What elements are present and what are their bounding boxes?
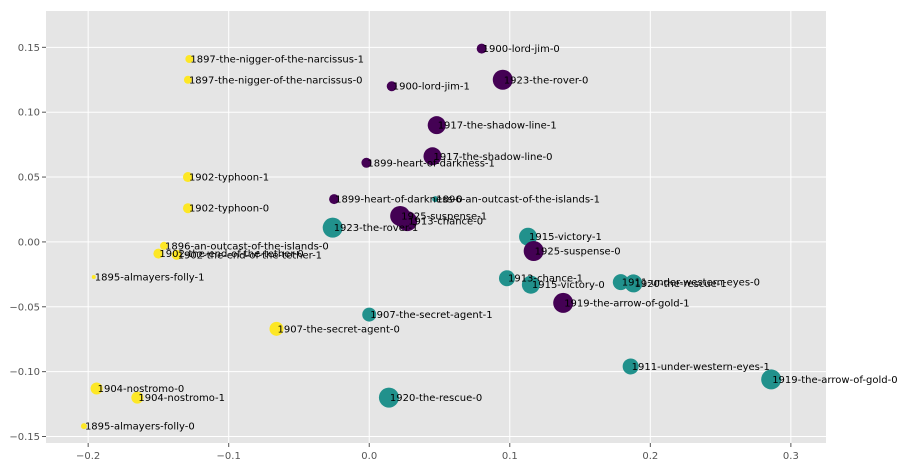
point-label: 1904-nostromo-0 xyxy=(98,384,185,395)
y-tick-label: −0.10 xyxy=(9,367,40,378)
x-axis-ticks: −0.2 −0.1 0.0 0.1 0.2 0.3 xyxy=(76,443,799,462)
point-label: 1919-the-arrow-of-gold-1 xyxy=(564,298,689,309)
point-label: 1925-suspense-0 xyxy=(535,247,621,258)
y-axis-ticks: −0.15 −0.10 −0.05 0.00 0.05 0.10 0.15 xyxy=(9,43,46,443)
y-tick-label: −0.05 xyxy=(9,302,40,313)
scatter-point xyxy=(362,307,377,322)
scatter-point xyxy=(269,321,284,336)
y-tick-label: −0.15 xyxy=(9,432,40,443)
data-points xyxy=(80,43,782,430)
point-label: 1902-the-end-of-the-tether-1 xyxy=(178,250,322,261)
scatter-point xyxy=(423,147,442,166)
scatter-point xyxy=(624,274,643,293)
point-label: 1917-the-shadow-line-0 xyxy=(433,152,552,163)
scatter-point xyxy=(131,391,144,404)
point-label: 1923-the-rover-0 xyxy=(504,75,589,86)
scatter-point xyxy=(492,69,513,90)
point-label: 1915-victory-1 xyxy=(529,232,602,243)
x-tick-label: 0.0 xyxy=(361,451,377,462)
point-label: 1923-the-rover-1 xyxy=(334,223,419,234)
point-label: 1920-the-rescue-0 xyxy=(390,393,482,404)
point-label: 1902-typhoon-0 xyxy=(189,204,269,215)
point-label: 1919-the-arrow-of-gold-0 xyxy=(772,375,897,386)
scatter-point xyxy=(476,43,487,54)
scatter-point xyxy=(182,203,193,214)
y-tick-label: 0.05 xyxy=(18,173,40,184)
x-tick-label: 0.1 xyxy=(502,451,518,462)
scatter-point xyxy=(183,75,192,84)
scatter-point xyxy=(378,387,399,408)
x-tick-label: −0.2 xyxy=(76,451,100,462)
y-tick-label: 0.00 xyxy=(18,237,40,248)
point-label: 1917-the-shadow-line-1 xyxy=(438,121,557,132)
grid-lines xyxy=(46,11,826,443)
scatter-point xyxy=(612,274,629,291)
point-label: 1904-nostromo-1 xyxy=(138,393,225,404)
scatter-point xyxy=(498,270,515,287)
x-tick-label: −0.1 xyxy=(217,451,241,462)
point-label: 1911-under-western-eyes-1 xyxy=(632,362,770,373)
scatter-point xyxy=(182,172,193,183)
scatter-point xyxy=(553,292,574,313)
y-tick-label: 0.15 xyxy=(18,43,40,54)
point-label: 1911-under-western-eyes-0 xyxy=(622,278,760,289)
point-label: 1913-chance-0 xyxy=(408,217,483,228)
scatter-point xyxy=(153,248,164,259)
point-label: 1907-the-secret-agent-0 xyxy=(277,324,399,335)
point-label: 1895-almayers-folly-0 xyxy=(85,422,195,433)
point-label: 1896-an-outcast-of-the-islands-0 xyxy=(165,241,329,252)
point-label: 1899-heart-of-darkness-1 xyxy=(367,158,494,169)
scatter-point xyxy=(432,196,439,203)
scatter-point xyxy=(622,358,639,375)
point-label: 1907-the-secret-agent-1 xyxy=(370,310,492,321)
scatter-point xyxy=(329,194,340,205)
point-label: 1899-heart-of-darkness-0 xyxy=(335,195,462,206)
point-label: 1920-the-rescue-1 xyxy=(634,279,726,290)
point-label: 1895-almayers-folly-1 xyxy=(95,272,205,283)
x-tick-label: 0.2 xyxy=(642,451,658,462)
point-label: 1902-the-end-of-the-tether-0 xyxy=(159,249,303,260)
scatter-point xyxy=(322,217,343,238)
scatter-point xyxy=(160,241,169,250)
point-label: 1925-suspense-1 xyxy=(401,211,487,222)
point-label: 1915-victory-0 xyxy=(532,280,605,291)
point-label: 1900-lord-jim-1 xyxy=(393,82,470,93)
point-label: 1902-typhoon-1 xyxy=(189,173,269,184)
x-tick-label: 0.3 xyxy=(783,451,799,462)
point-label: 1897-the-nigger-of-the-narcissus-0 xyxy=(189,75,363,86)
scatter-point xyxy=(521,275,540,294)
point-label: 1897-the-nigger-of-the-narcissus-1 xyxy=(190,55,364,66)
scatter-point xyxy=(523,241,544,261)
point-label: 1896-an-outcast-of-the-islands-1 xyxy=(436,195,600,206)
scatter-point xyxy=(80,423,87,430)
point-label: 1900-lord-jim-0 xyxy=(483,44,560,55)
point-label: 1913-chance-1 xyxy=(508,274,583,285)
scatter-point xyxy=(361,157,372,168)
point-labels: 1897-the-nigger-of-the-narcissus-1 1897-t… xyxy=(85,44,898,433)
scatter-point xyxy=(185,55,194,63)
scatter-point xyxy=(761,369,782,390)
scatter-point xyxy=(397,211,418,232)
scatter-point xyxy=(171,249,182,260)
scatter-point xyxy=(386,81,397,92)
scatter-point xyxy=(90,382,103,395)
y-tick-label: 0.10 xyxy=(18,108,40,119)
scatter-point xyxy=(427,116,446,135)
plot-area xyxy=(46,11,826,443)
scatter-point xyxy=(91,274,96,279)
